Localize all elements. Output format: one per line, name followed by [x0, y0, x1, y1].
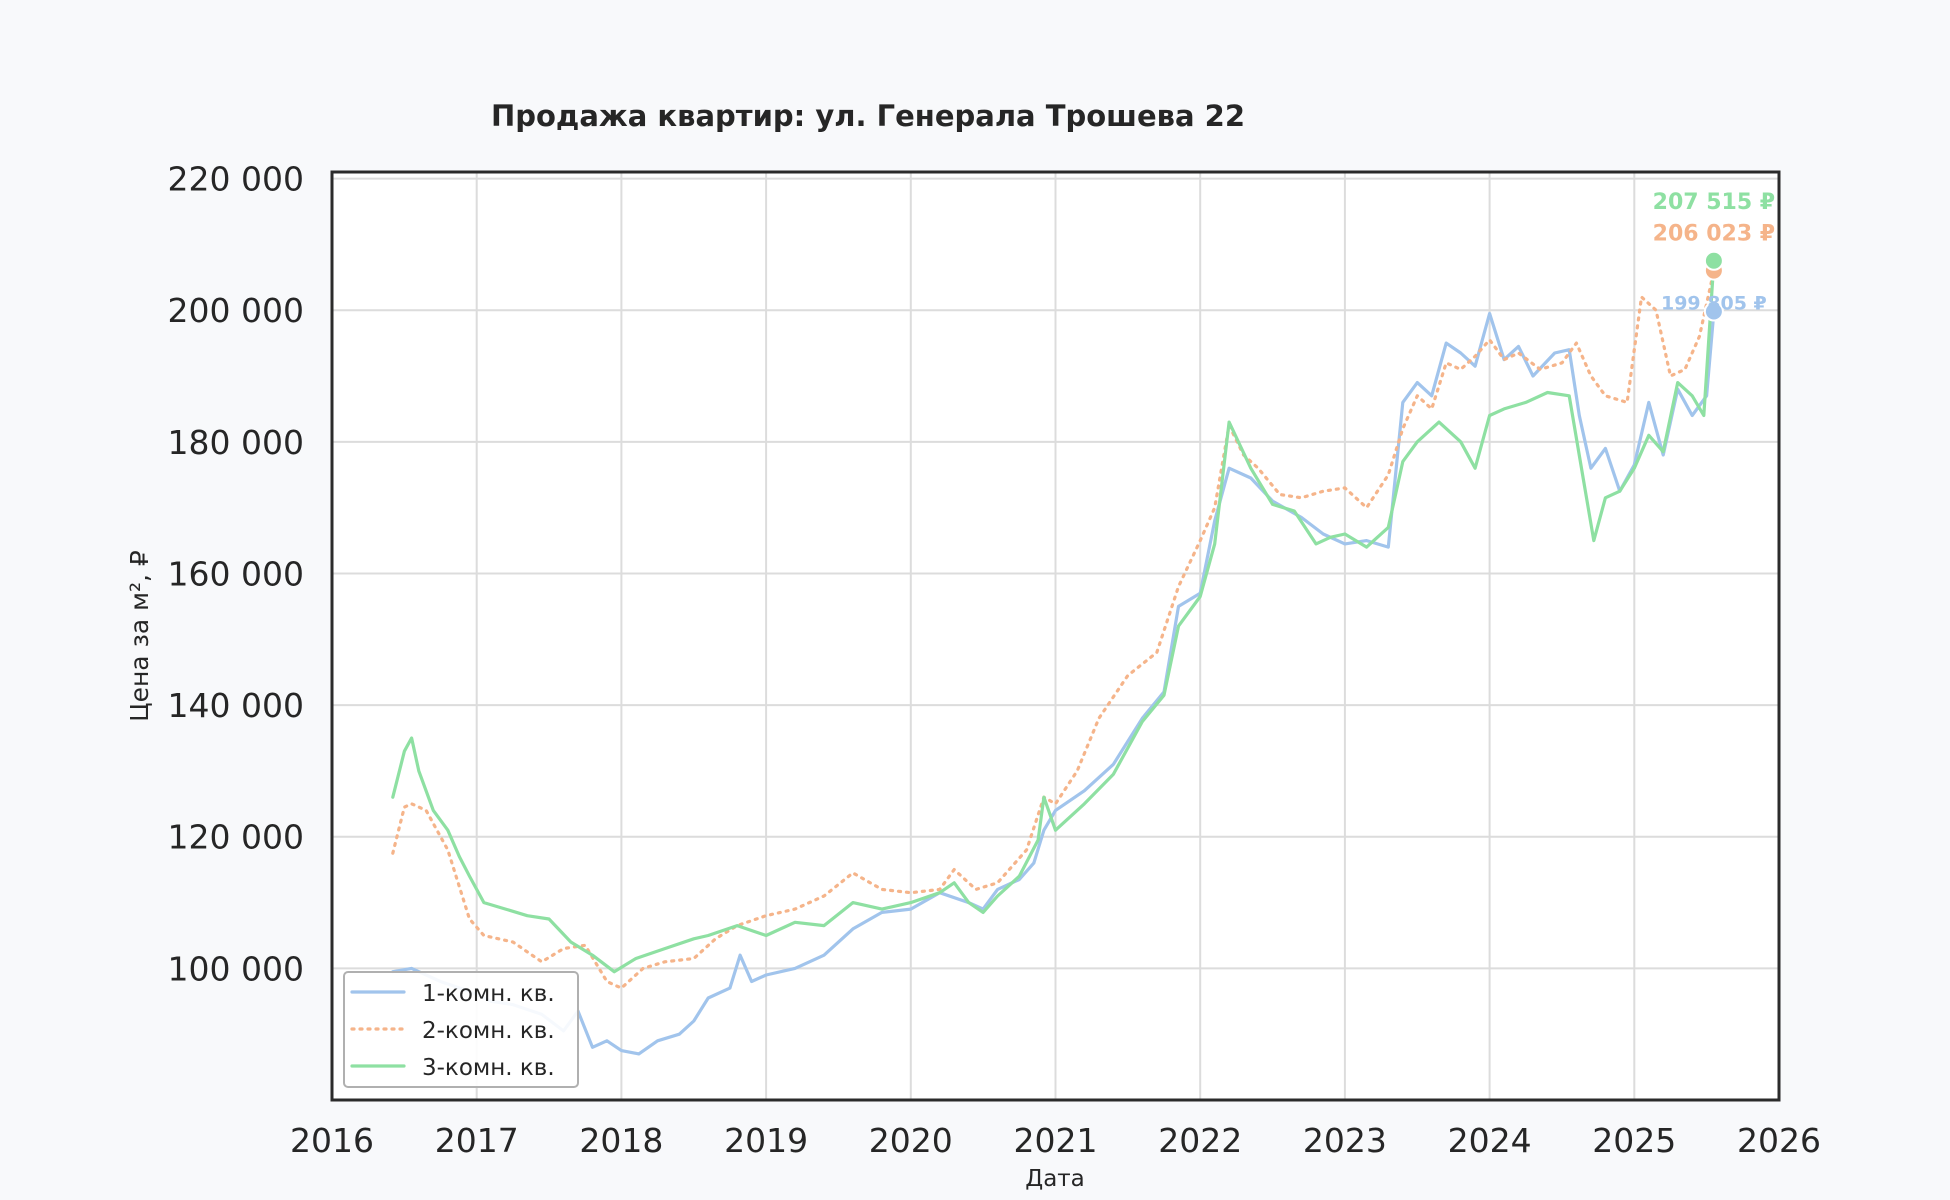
- series-layer: [391, 259, 1716, 1056]
- x-axis-label: Дата: [1025, 1166, 1085, 1192]
- legend-label: 3-комн. кв.: [422, 1055, 555, 1081]
- last-value-marker: [1703, 250, 1724, 271]
- x-tick-label: 2021: [1014, 1121, 1098, 1160]
- last-value-label: 199 805 ₽: [1661, 292, 1767, 314]
- x-tick-label: 2022: [1158, 1121, 1242, 1160]
- y-axis-label: Цена за м², ₽: [125, 550, 154, 722]
- x-tick-label: 2019: [724, 1121, 808, 1160]
- series-line-2: [391, 269, 1716, 990]
- y-tick-label: 140 000: [168, 686, 304, 725]
- x-tick-label: 2020: [869, 1121, 953, 1160]
- x-tick-label: 2016: [290, 1121, 374, 1160]
- plot-frame: [330, 170, 1781, 1102]
- legend-label: 2-комн. кв.: [422, 1018, 555, 1044]
- y-tick-label: 220 000: [168, 160, 304, 199]
- legend-box: [343, 971, 579, 1088]
- x-tick-label: 2025: [1592, 1121, 1676, 1160]
- x-tick-label: 2017: [435, 1121, 519, 1160]
- legend-label: 1-комн. кв.: [422, 981, 555, 1007]
- y-tick-label: 160 000: [168, 554, 304, 593]
- x-axis-ticks: 2016 2017 2018 2019 2020 2021 2022 2023 2024 2025…: [290, 1121, 1821, 1160]
- y-tick-label: 120 000: [168, 818, 304, 857]
- x-tick-label: 2024: [1448, 1121, 1532, 1160]
- y-tick-label: 100 000: [168, 949, 304, 988]
- x-tick-label: 2018: [579, 1121, 663, 1160]
- series-line-1: [391, 309, 1716, 1056]
- last-value-labels: 199 805 ₽ 206 023 ₽ 207 515 ₽: [1653, 190, 1775, 322]
- x-tick-label: 2023: [1303, 1121, 1387, 1160]
- last-value-marker: [1703, 301, 1724, 322]
- y-tick-label: 180 000: [168, 423, 304, 462]
- y-tick-label: 200 000: [168, 291, 304, 330]
- chart-title: Продажа квартир: ул. Генерала Трошева 22: [491, 99, 1245, 133]
- x-tick-label: 2026: [1737, 1121, 1821, 1160]
- y-axis-ticks: 100 000 120 000 140 000 160 000 180 000 200 0…: [168, 160, 304, 989]
- series-line-3: [391, 259, 1716, 974]
- last-value-label: 206 023 ₽: [1653, 222, 1775, 247]
- last-value-label: 207 515 ₽: [1653, 190, 1775, 215]
- legend: 1-комн. кв. 2-комн. кв. 3-комн. кв.: [343, 971, 579, 1088]
